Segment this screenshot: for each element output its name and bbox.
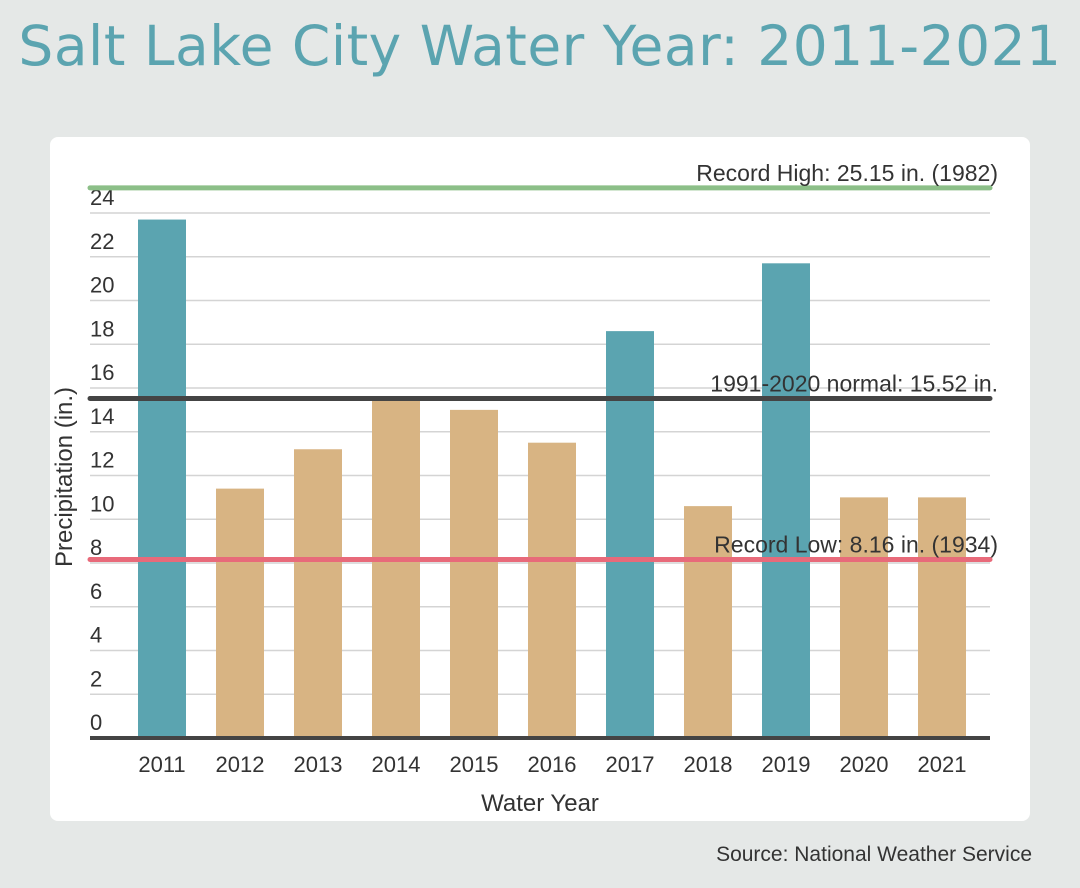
bar-2016 bbox=[528, 442, 576, 738]
y-tick-label: 2 bbox=[90, 666, 102, 691]
x-tick-label: 2018 bbox=[684, 752, 733, 777]
x-tick-label: 2015 bbox=[450, 752, 499, 777]
bar-2017 bbox=[606, 331, 654, 738]
y-tick-label: 4 bbox=[90, 623, 102, 648]
x-tick-label: 2019 bbox=[762, 752, 811, 777]
record-low-line-label: Record Low: 8.16 in. (1934) bbox=[714, 532, 998, 558]
y-tick-label: 0 bbox=[90, 710, 102, 735]
bar-2019 bbox=[762, 263, 810, 738]
bars bbox=[138, 219, 966, 738]
y-tick-label: 14 bbox=[90, 404, 114, 429]
x-tick-label: 2012 bbox=[216, 752, 265, 777]
bar-2014 bbox=[372, 396, 420, 738]
bar-2018 bbox=[684, 506, 732, 738]
x-tick-label: 2016 bbox=[528, 752, 577, 777]
x-axis-title: Water Year bbox=[481, 790, 599, 817]
bar-2013 bbox=[294, 449, 342, 738]
source-note: Source: National Weather Service bbox=[716, 843, 1032, 866]
bar-2021 bbox=[918, 497, 966, 738]
x-tick-label: 2017 bbox=[606, 752, 655, 777]
x-tick-label: 2021 bbox=[918, 752, 967, 777]
reference-lines: Record High: 25.15 in. (1982) 1991-2020 n… bbox=[87, 160, 998, 562]
chart-title: Salt Lake City Water Year: 2011-2021 bbox=[18, 14, 1062, 78]
bar-2015 bbox=[450, 409, 498, 738]
x-tick-label: 2011 bbox=[138, 752, 185, 777]
bar-2012 bbox=[216, 488, 264, 738]
y-tick-label: 18 bbox=[90, 316, 114, 341]
y-tick-label: 8 bbox=[90, 535, 102, 560]
y-tick-label: 6 bbox=[90, 579, 102, 604]
record-high-line-label: Record High: 25.15 in. (1982) bbox=[696, 160, 998, 186]
x-tick-label: 2013 bbox=[294, 752, 343, 777]
bar-2011 bbox=[138, 219, 186, 738]
y-axis-title: Precipitation (in.) bbox=[51, 387, 78, 567]
y-tick-label: 16 bbox=[90, 360, 114, 385]
bar-2020 bbox=[840, 497, 888, 738]
x-tick-label: 2014 bbox=[372, 752, 421, 777]
y-tick-label: 20 bbox=[90, 273, 114, 298]
x-axis-ticks: 2011 2012 2013 2014 2015 2016 2017 2018 2019 2020… bbox=[138, 752, 966, 777]
y-tick-label: 12 bbox=[90, 448, 114, 473]
normal-line-label: 1991-2020 normal: 15.52 in. bbox=[710, 371, 998, 397]
chart-panel: 0 2 4 6 8 10 12 14 16 18 20 22 24 Record High: 25.15… bbox=[50, 137, 1030, 821]
y-tick-label: 10 bbox=[90, 491, 114, 516]
x-tick-label: 2020 bbox=[840, 752, 889, 777]
y-tick-label: 22 bbox=[90, 229, 114, 254]
